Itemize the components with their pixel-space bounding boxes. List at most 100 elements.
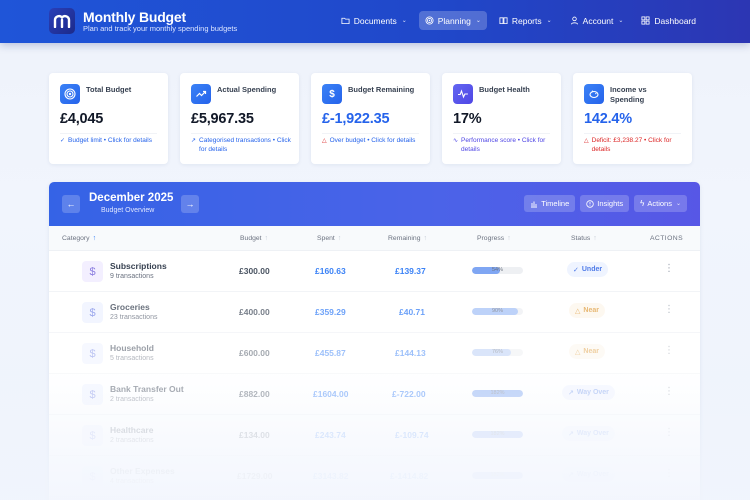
logo-m-icon xyxy=(53,14,71,28)
book-icon xyxy=(499,17,508,25)
warning-icon: △ xyxy=(584,138,589,144)
nav-documents[interactable]: Documents ⌄ xyxy=(335,11,413,30)
card-footer-link[interactable]: ✓ Budget limit • Click for details xyxy=(60,136,160,146)
progress-bar: 182% xyxy=(472,431,523,438)
column-progress[interactable]: Progress ↑ xyxy=(477,235,511,242)
card-value: 17% xyxy=(453,111,482,127)
divider xyxy=(584,133,681,134)
category-name: Groceries xyxy=(110,302,150,312)
card-label: Budget Health xyxy=(479,85,530,94)
user-icon xyxy=(570,16,578,25)
prev-month-button[interactable]: ← xyxy=(62,195,80,213)
nav-dashboard[interactable]: Dashboard xyxy=(635,11,702,30)
spent-value: £359.29 xyxy=(315,307,346,317)
target-icon xyxy=(425,16,434,25)
table-row[interactable]: $ Other Expenses 4 transactions £1729.00… xyxy=(49,456,700,497)
row-actions-menu[interactable]: ⋮ xyxy=(664,304,674,315)
card-footer-link[interactable]: △ Deficit: £3,238.27 • Click for details xyxy=(584,136,684,154)
actions-button[interactable]: ϟ Actions ⌄ xyxy=(634,195,687,212)
card-budget-remaining[interactable]: $ Budget Remaining £-1,922.35 △ Over budg… xyxy=(311,73,430,164)
progress-bar: 182% xyxy=(472,472,523,479)
timeline-label: Timeline xyxy=(541,199,570,208)
remaining-value: £144.13 xyxy=(395,348,426,358)
remaining-value: £40.71 xyxy=(399,307,425,317)
timeline-button[interactable]: Timeline xyxy=(524,195,576,212)
divider xyxy=(60,133,157,134)
progress-label: 76% xyxy=(491,349,503,355)
card-value: £-1,922.35 xyxy=(322,111,390,127)
sort-up-icon: ↑ xyxy=(593,235,597,242)
column-spent[interactable]: Spent ↑ xyxy=(317,235,341,242)
column-category[interactable]: Category ↑ xyxy=(62,235,96,242)
panel-header: ← December 2025 Budget Overview → Timeli… xyxy=(49,182,700,226)
card-budget-health[interactable]: Budget Health 17% ∿ Performance score • C… xyxy=(442,73,561,164)
progress-label: 182% xyxy=(490,390,505,396)
trend-up-icon: ↗ xyxy=(568,430,574,438)
row-actions-menu[interactable]: ⋮ xyxy=(664,468,674,479)
card-footer-text: Categorised transactions • Click for det… xyxy=(199,137,291,153)
app-logo[interactable] xyxy=(49,8,75,34)
column-status[interactable]: Status ↑ xyxy=(571,235,597,242)
pulse-icon: ∿ xyxy=(453,138,459,144)
table-row[interactable]: $ Household 5 transactions £600.00 £455.… xyxy=(49,333,700,374)
card-total-budget[interactable]: Total Budget £4,045 ✓ Budget limit • Clic… xyxy=(49,73,168,164)
spent-value: £3143.82 xyxy=(313,471,349,481)
card-footer-link[interactable]: ∿ Performance score • Click for details xyxy=(453,136,553,154)
dollar-icon: $ xyxy=(82,343,103,364)
column-label: Category xyxy=(62,235,90,242)
category-name: Bank Transfer Out xyxy=(110,384,184,394)
chevron-down-icon: ⌄ xyxy=(546,18,552,24)
column-label: ACTIONS xyxy=(650,235,684,242)
column-label: Status xyxy=(571,235,591,242)
transaction-count: 2 transactions xyxy=(110,437,154,444)
card-footer-text: Over budget • Click for details xyxy=(329,137,416,144)
progress-label: 182% xyxy=(490,472,505,478)
warning-icon: △ xyxy=(575,348,581,356)
trend-up-icon: ↗ xyxy=(568,471,574,479)
status-text: Way Over xyxy=(576,471,609,478)
card-footer-link[interactable]: ↗ Categorised transactions • Click for de… xyxy=(191,136,291,154)
warning-icon: △ xyxy=(575,307,581,315)
transaction-count: 4 transactions xyxy=(110,478,154,485)
table-row[interactable]: $ Bank Transfer Out 2 transactions £882.… xyxy=(49,374,700,415)
dollar-icon: $ xyxy=(82,302,103,323)
card-income-vs-spending[interactable]: Income vs Spending 142.4% △ Deficit: £3,2… xyxy=(573,73,692,164)
table-row[interactable]: $ Healthcare 2 transactions £134.00 £243… xyxy=(49,415,700,456)
table-row[interactable]: $ Subscriptions 9 transactions £300.00 £… xyxy=(49,251,700,292)
remaining-value: £139.37 xyxy=(395,266,426,276)
nav-reports[interactable]: Reports ⌄ xyxy=(493,11,558,30)
nav-documents-label: Documents xyxy=(353,15,397,26)
arrow-left-icon: ← xyxy=(66,199,76,209)
nav-account[interactable]: Account ⌄ xyxy=(564,11,630,30)
insights-button[interactable]: Insights xyxy=(580,195,630,212)
nav-planning[interactable]: Planning ⌄ xyxy=(418,11,487,30)
main-nav: Documents ⌄ Planning ⌄ Reports ⌄ Account… xyxy=(335,11,702,30)
transaction-count: 23 transactions xyxy=(110,314,158,321)
row-actions-menu[interactable]: ⋮ xyxy=(664,386,674,397)
next-month-button[interactable]: → xyxy=(181,195,199,213)
table-header: Category ↑ Budget ↑ Spent ↑ Remaining ↑ Prog… xyxy=(49,226,700,251)
sort-up-icon: ↑ xyxy=(264,235,269,242)
progress-bar: 76% xyxy=(472,349,523,356)
trend-up-icon: ↗ xyxy=(568,389,574,397)
month-subtitle: Budget Overview xyxy=(101,207,155,214)
card-actual-spending[interactable]: Actual Spending £5,967.35 ↗ Categorised t… xyxy=(180,73,299,164)
stat-cards: Total Budget £4,045 ✓ Budget limit • Clic… xyxy=(49,73,692,164)
column-remaining[interactable]: Remaining ↑ xyxy=(388,235,427,242)
status-badge: ↗ Way Over xyxy=(562,426,615,441)
row-actions-menu[interactable]: ⋮ xyxy=(664,345,674,356)
dollar-icon: $ xyxy=(82,384,103,405)
row-actions-menu[interactable]: ⋮ xyxy=(664,427,674,438)
row-actions-menu[interactable]: ⋮ xyxy=(664,263,674,274)
card-footer-link[interactable]: △ Over budget • Click for details xyxy=(322,136,422,146)
divider xyxy=(453,133,550,134)
budget-overview-panel: ← December 2025 Budget Overview → Timeli… xyxy=(49,182,700,500)
status-text: Near xyxy=(583,348,599,355)
dollar-icon: $ xyxy=(82,425,103,446)
table-row[interactable]: $ Groceries 23 transactions £400.00 £359… xyxy=(49,292,700,333)
sort-up-icon: ↑ xyxy=(92,235,97,242)
bar-chart-icon xyxy=(531,201,538,207)
category-name: Other Expenses xyxy=(110,466,175,476)
budget-value: £400.00 xyxy=(239,307,270,317)
column-budget[interactable]: Budget ↑ xyxy=(240,235,268,242)
